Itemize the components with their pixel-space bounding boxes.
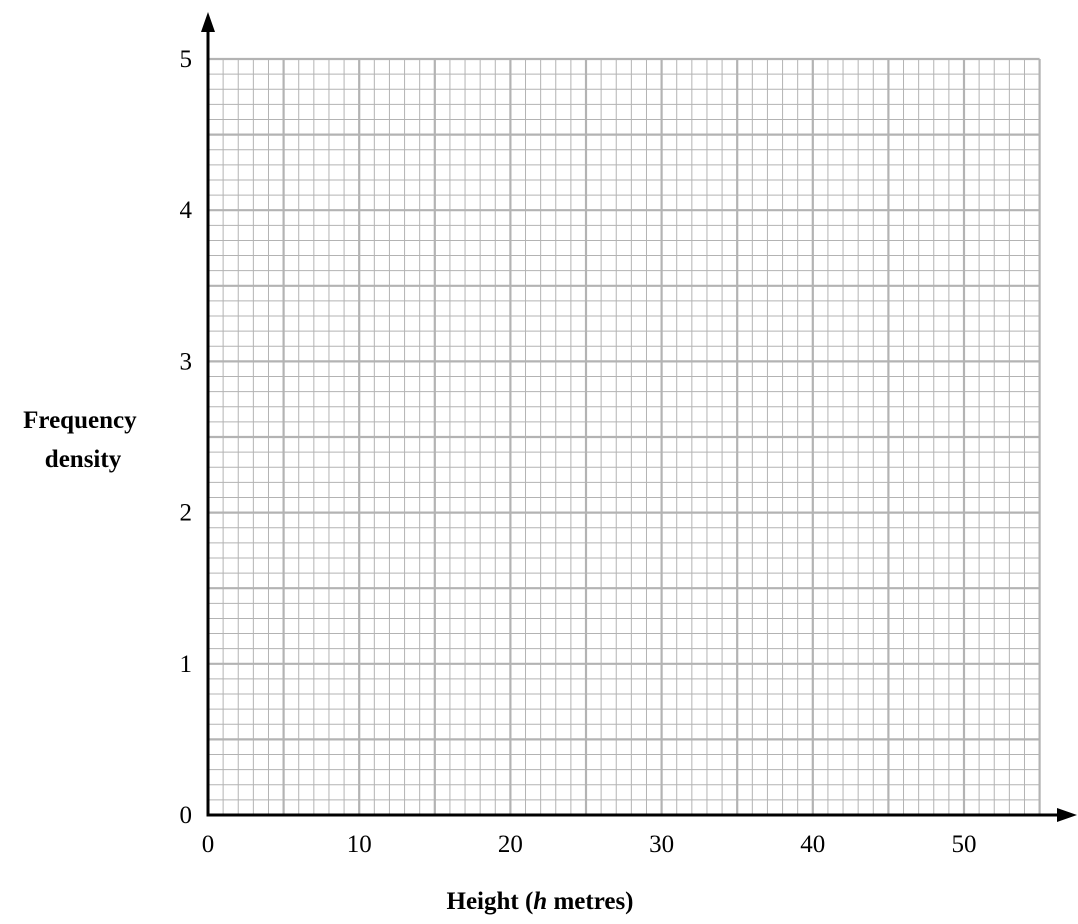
- x-axis-arrow-icon: [1057, 808, 1077, 822]
- x-axis-title: Height (h metres): [447, 888, 634, 915]
- x-tick-label: 0: [202, 831, 215, 858]
- y-tick-labels: 0 1 2 3 4 5: [180, 46, 193, 829]
- x-tick-label: 20: [498, 831, 523, 858]
- x-tick-label: 40: [800, 831, 825, 858]
- x-tick-label: 10: [347, 831, 372, 858]
- x-tick-label: 50: [952, 831, 977, 858]
- y-tick-label: 3: [180, 348, 193, 375]
- y-tick-label: 2: [180, 500, 193, 527]
- y-tick-label: 1: [180, 651, 193, 678]
- y-axis-title-line-1: Frequency: [23, 407, 137, 434]
- y-tick-label: 4: [180, 197, 193, 224]
- y-tick-label: 0: [180, 802, 193, 829]
- x-tick-labels: 0 10 20 30 40 50: [202, 831, 977, 858]
- y-axis-title-line-2: density: [45, 446, 122, 473]
- axes: [201, 12, 1077, 822]
- y-axis-arrow-icon: [201, 12, 215, 32]
- x-tick-label: 30: [649, 831, 674, 858]
- y-tick-label: 5: [180, 46, 193, 73]
- y-axis-title: Frequency density: [23, 407, 143, 473]
- grid: [206, 57, 1041, 817]
